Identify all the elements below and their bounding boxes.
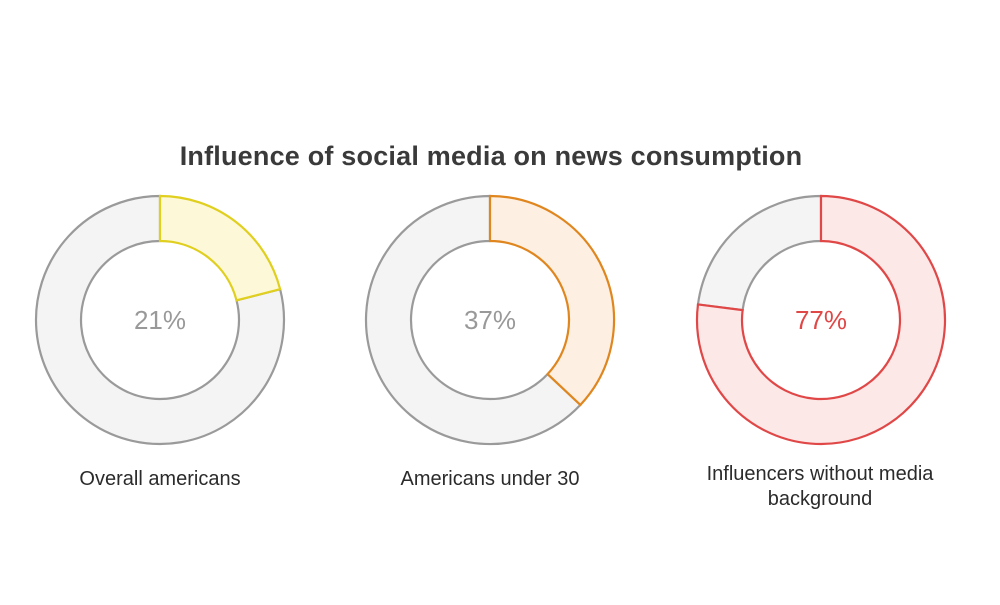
- donut-label: Overall americans: [79, 468, 241, 490]
- donut-value-segment: [695, 194, 947, 446]
- donut-value-segment: [158, 194, 282, 302]
- donut-chart: 77%: [695, 194, 947, 446]
- chart-title: Influence of social media on news consum…: [179, 141, 803, 171]
- donut-value-segment: [488, 194, 616, 407]
- donut-remainder-segment: [364, 194, 582, 446]
- donut-remainder-segment: [696, 194, 823, 312]
- donut-value-text: 21%: [134, 305, 186, 335]
- donut-value-text: 37%: [464, 305, 516, 335]
- donut-chart: 21%: [34, 194, 286, 446]
- donut-label: Americans under 30: [400, 468, 580, 490]
- donut-chart: 37%: [364, 194, 616, 446]
- donut-label: Influencers without media background: [706, 463, 934, 510]
- donut-remainder-segment: [34, 194, 286, 446]
- donut-value-text: 77%: [795, 305, 847, 335]
